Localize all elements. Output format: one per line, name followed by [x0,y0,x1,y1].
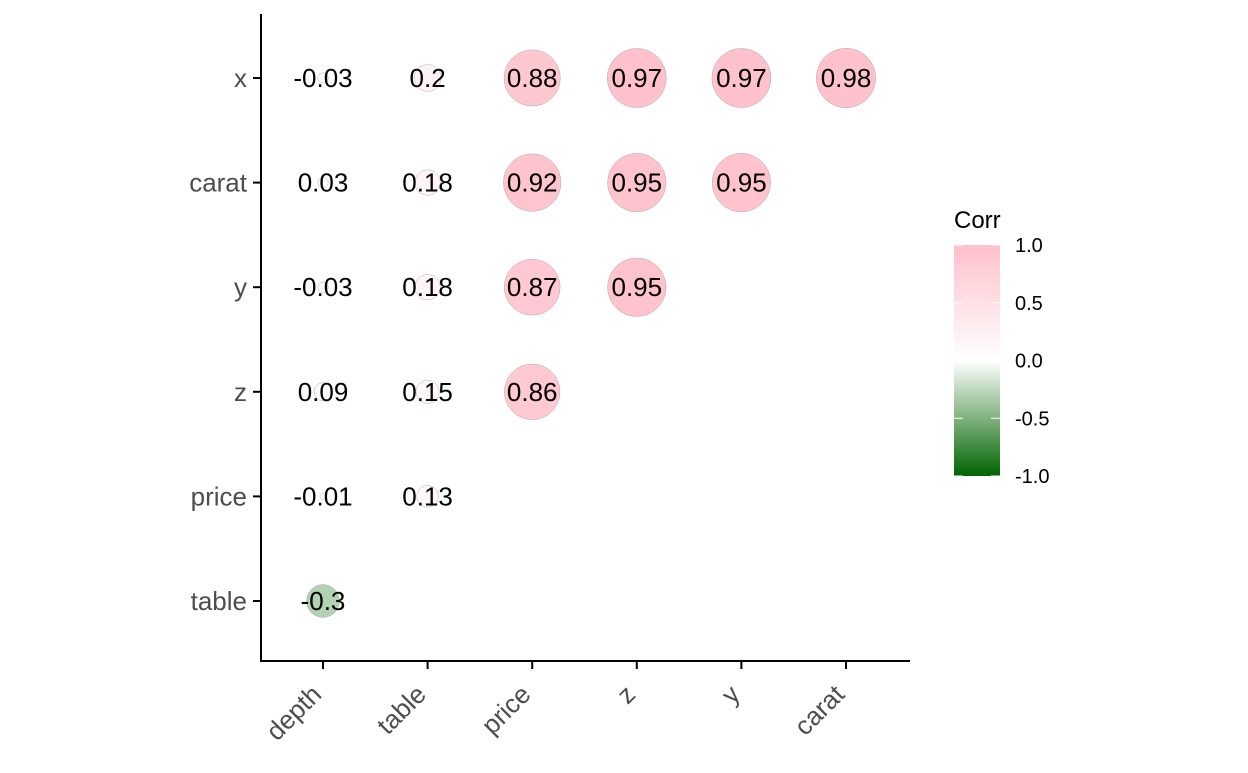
corr-circle-price-table [416,485,439,508]
corr-circle-x-y [711,48,772,108]
corr-circle-carat-price [503,153,562,212]
corr-cell-x-price: 0.88 [503,49,561,107]
corr-cell-z-price: 0.86 [504,363,561,420]
corr-circle-carat-y [711,153,771,213]
corr-cell-carat-table: 0.18 [402,168,453,198]
corr-cell-carat-z: 0.95 [607,153,667,213]
corr-label-price-depth: -0.01 [293,481,352,511]
corr-circle-y-depth [317,281,329,293]
x-tick-label-price: price [475,679,536,740]
x-tick-label-depth: depth [260,679,327,746]
correlation-cells: -0.03 0.2 0.88 0.97 0.97 0.98 0.03 0.18 0.92 0.95… [293,48,876,618]
legend: Corr 1.0 0.5 0.0 -0.5 -1.0 [954,207,1049,488]
corr-cell-z-table: 0.15 [402,377,453,407]
legend-ticks: 1.0 0.5 0.0 -0.5 -1.0 [954,235,1049,488]
corr-circle-price-depth [319,493,327,500]
corr-circle-z-price [504,363,561,420]
corr-circle-x-z [607,48,667,108]
corr-cell-price-depth: -0.01 [293,481,352,511]
corr-label-y-depth: -0.03 [293,272,352,302]
corr-circle-carat-depth [317,177,329,188]
corr-cell-x-carat: 0.98 [816,48,876,108]
corr-label-carat-table: 0.18 [402,168,453,198]
legend-tick-label-3: -0.5 [1015,408,1049,430]
y-tick-label-z: z [234,377,247,407]
x-tick-label-table: table [371,679,432,740]
corr-cell-x-z: 0.97 [607,48,667,108]
corr-label-x-y: 0.97 [716,63,767,93]
corr-cell-y-depth: -0.03 [293,272,352,302]
corr-label-z-table: 0.15 [402,377,453,407]
corr-cell-y-z: 0.95 [607,257,667,317]
corr-label-table-depth: -0.3 [301,586,346,616]
corr-cell-y-price: 0.87 [504,259,561,316]
corr-circle-x-table [414,64,442,92]
corr-cell-carat-price: 0.92 [503,153,562,212]
legend-tick-label-4: -1.0 [1015,466,1049,488]
x-tick-label-z: z [611,679,641,709]
corr-label-carat-depth: 0.03 [298,168,349,198]
corr-label-x-price: 0.88 [507,63,558,93]
y-tick-label-x: x [234,63,247,93]
corr-label-z-price: 0.86 [507,377,558,407]
corr-cell-x-y: 0.97 [711,48,772,108]
corr-cell-table-depth: -0.3 [301,584,346,618]
y-tick-label-table: table [191,586,247,616]
corr-circle-z-table [415,380,440,404]
corr-cell-carat-y: 0.95 [711,153,771,213]
corr-label-carat-price: 0.92 [507,168,558,198]
corr-label-price-table: 0.13 [402,481,453,511]
axes [260,14,910,662]
corr-cell-x-table: 0.2 [410,63,446,93]
legend-tick-label-1: 0.5 [1015,293,1043,315]
corr-circle-y-table [414,274,441,301]
corr-label-carat-z: 0.95 [611,168,662,198]
corr-cell-price-table: 0.13 [402,481,453,511]
corr-circle-y-z [607,257,667,317]
legend-title: Corr [954,207,1001,234]
legend-tick-label-0: 1.0 [1015,235,1043,257]
y-tick-label-price: price [191,481,247,511]
corr-circle-x-depth [317,72,329,84]
corr-circle-y-price [504,259,561,316]
legend-tick-label-2: 0.0 [1015,351,1043,373]
corr-label-x-table: 0.2 [410,63,446,93]
x-tick-label-y: y [715,679,745,709]
corr-label-y-z: 0.95 [611,272,662,302]
corr-label-y-price: 0.87 [507,272,558,302]
corr-cell-y-table: 0.18 [402,272,453,302]
corr-circle-z-depth [313,382,333,401]
corr-circle-x-carat [816,48,876,108]
corr-label-x-carat: 0.98 [821,63,872,93]
corr-cell-x-depth: -0.03 [293,63,352,93]
corr-label-x-z: 0.97 [611,63,662,93]
corr-circle-carat-z [607,153,667,213]
corr-cell-carat-depth: 0.03 [298,168,349,198]
corr-label-y-table: 0.18 [402,272,453,302]
corr-circle-x-price [503,49,561,107]
y-tick-label-y: y [234,272,247,302]
corr-label-x-depth: -0.03 [293,63,352,93]
corr-label-carat-y: 0.95 [716,168,767,198]
corr-circle-carat-table [414,169,441,196]
corr-label-z-depth: 0.09 [298,377,349,407]
corr-circle-table-depth [306,584,340,618]
corr-cell-z-depth: 0.09 [298,377,349,407]
y-tick-label-carat: carat [189,168,248,198]
x-tick-label-carat: carat [788,678,851,741]
